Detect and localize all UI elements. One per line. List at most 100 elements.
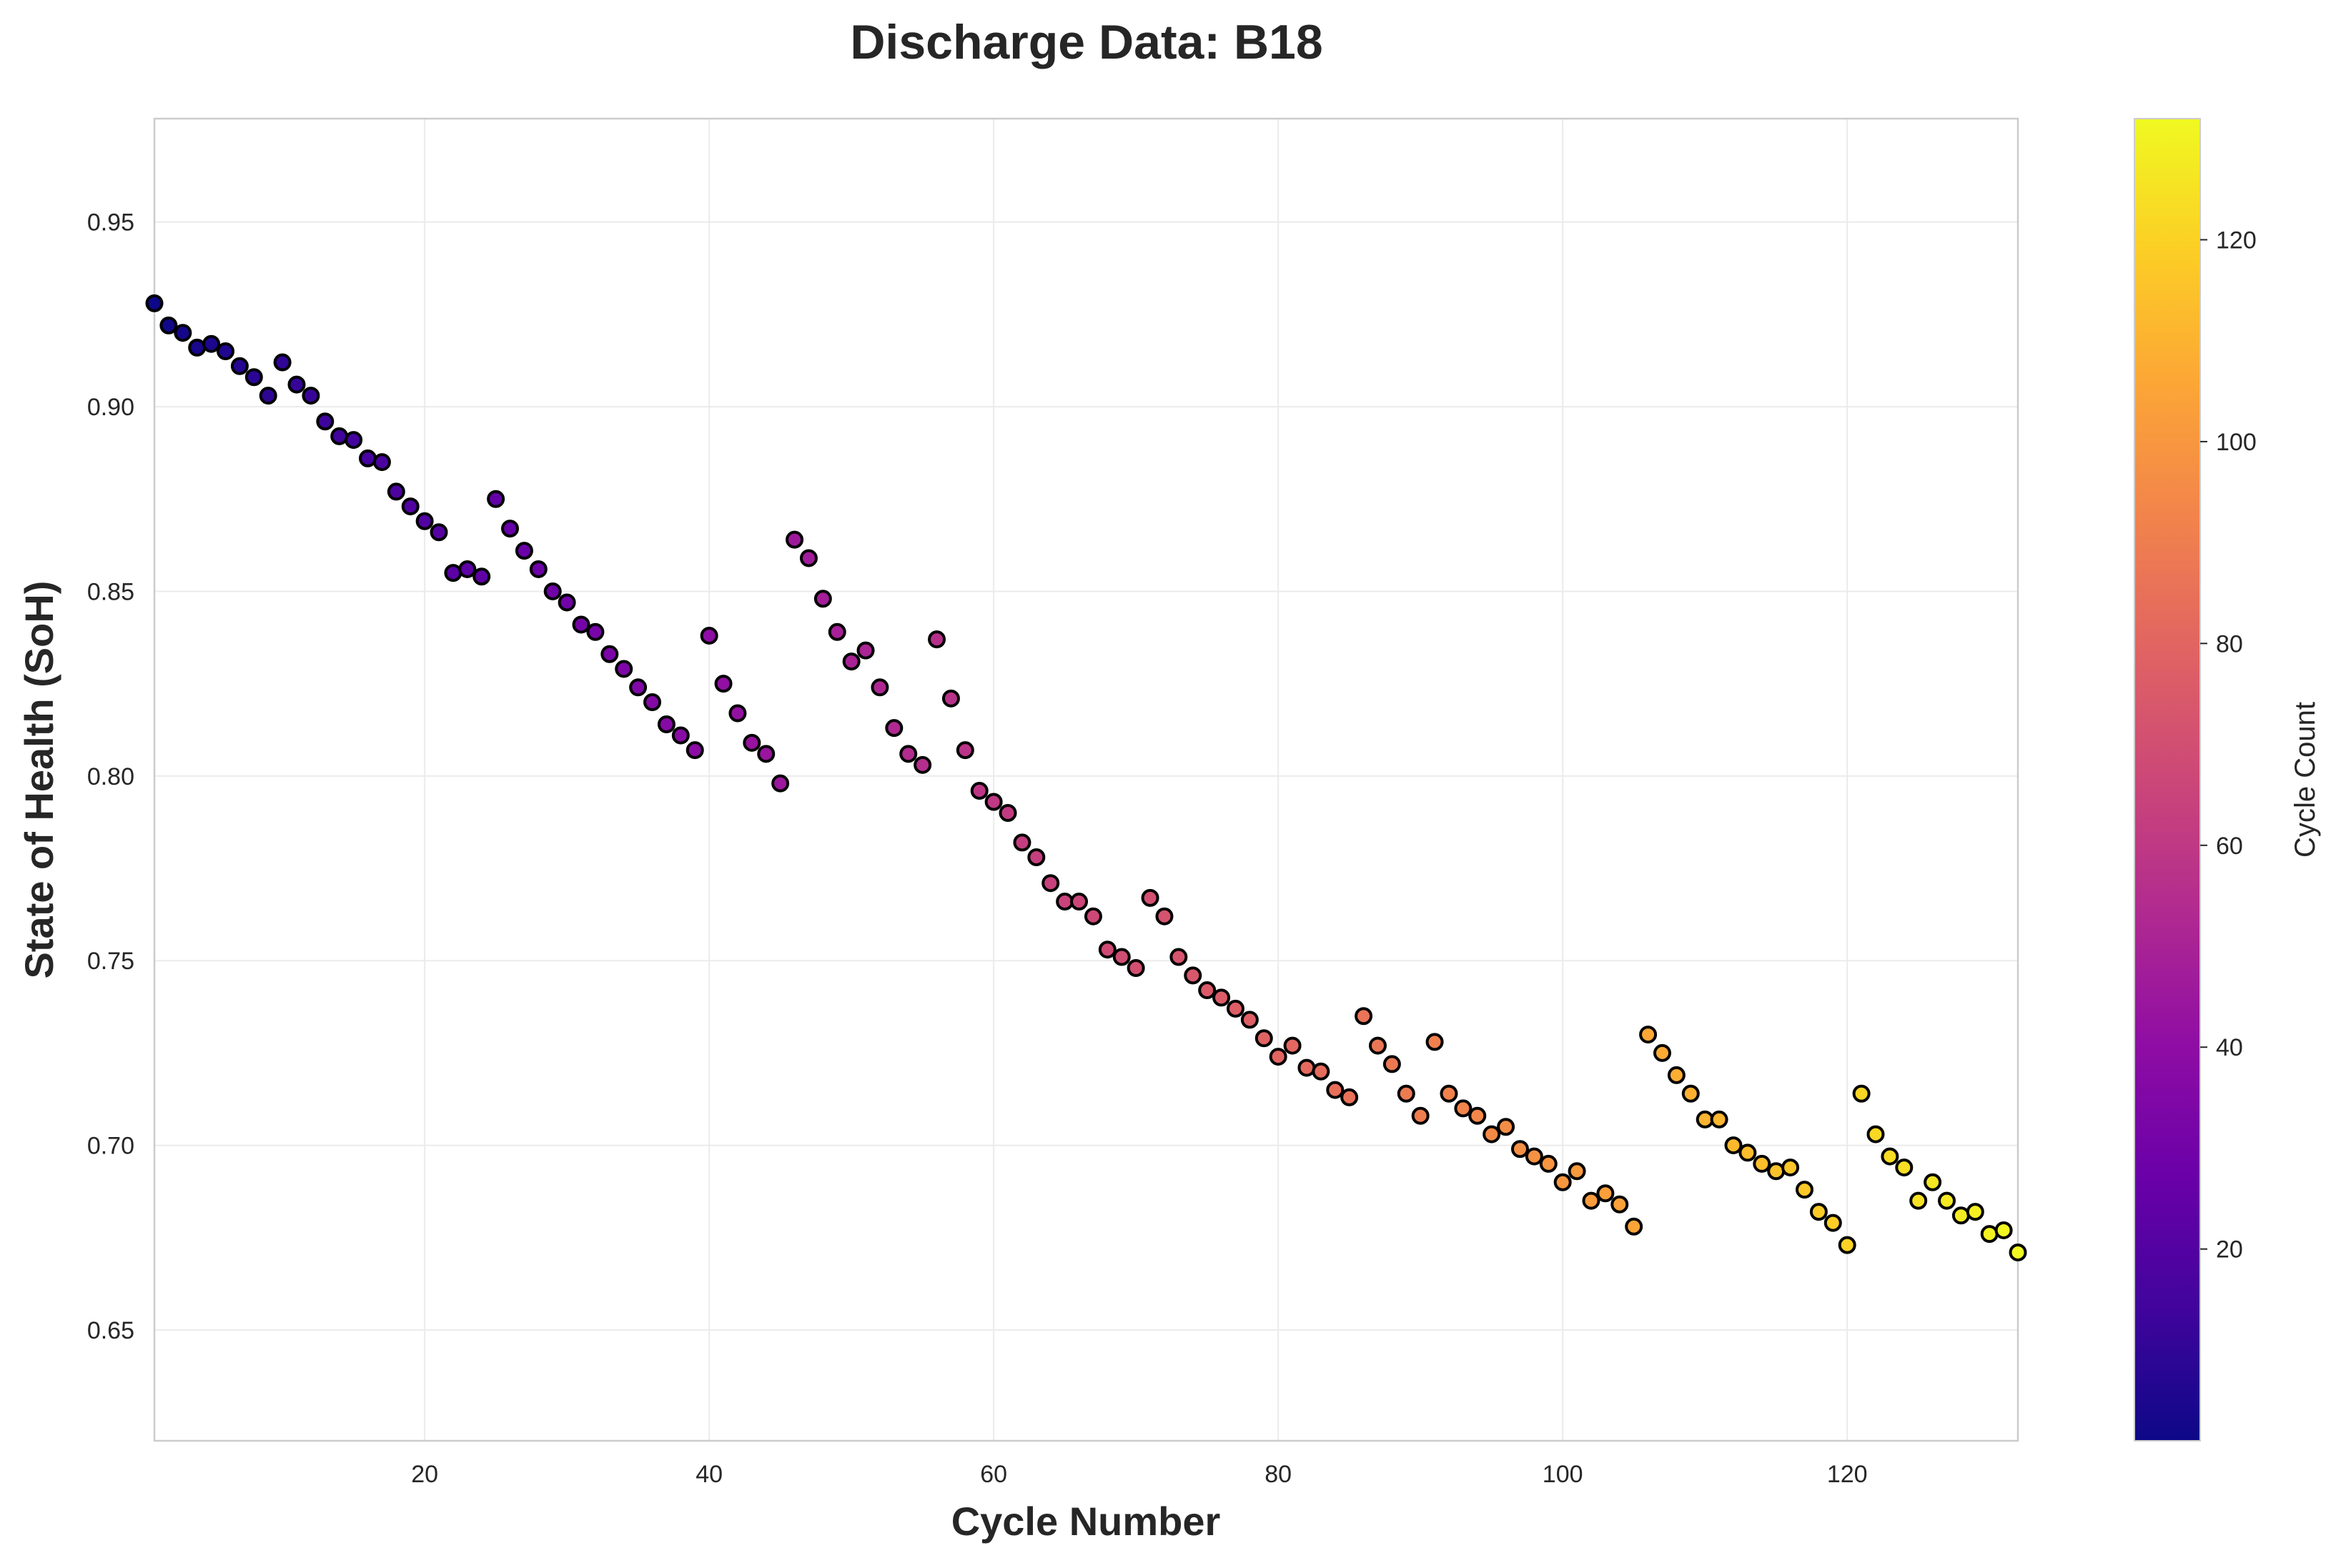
data-point	[1355, 1007, 1373, 1026]
y-tick-label: 0.80	[87, 763, 134, 790]
data-point	[287, 375, 306, 394]
data-point	[217, 342, 235, 361]
data-point	[1198, 981, 1217, 1000]
data-point	[928, 630, 946, 649]
data-point	[1184, 966, 1202, 985]
data-point	[472, 567, 491, 586]
data-point	[629, 678, 648, 697]
data-point	[345, 431, 363, 450]
data-point	[1368, 1036, 1387, 1055]
data-point	[1980, 1225, 1999, 1244]
data-point	[1141, 888, 1159, 907]
data-point	[871, 678, 889, 697]
data-point	[1297, 1058, 1316, 1077]
data-point	[1852, 1084, 1871, 1103]
data-point	[1909, 1191, 1928, 1210]
data-point	[1027, 848, 1046, 867]
data-point	[401, 497, 420, 516]
data-point	[1809, 1203, 1828, 1221]
data-point	[1795, 1181, 1813, 1199]
data-point	[501, 520, 520, 538]
data-point	[1568, 1162, 1586, 1181]
data-point	[1041, 874, 1060, 893]
data-point	[757, 745, 776, 763]
data-point	[686, 741, 704, 760]
data-point	[999, 804, 1017, 823]
data-point	[842, 652, 861, 671]
data-point	[1596, 1184, 1615, 1203]
y-tick-label: 0.75	[87, 948, 134, 975]
data-point	[1397, 1084, 1415, 1103]
data-point	[728, 704, 747, 723]
data-point	[1483, 1125, 1501, 1143]
data-point	[1510, 1140, 1529, 1158]
data-point	[244, 368, 263, 387]
grid	[154, 119, 2018, 1441]
data-point	[786, 530, 804, 549]
data-point	[671, 726, 690, 745]
colorbar-label: Cycle Count	[2290, 702, 2321, 858]
x-tick-label: 40	[696, 1461, 723, 1488]
data-point	[387, 482, 405, 501]
data-point	[914, 755, 932, 774]
data-point	[1254, 1029, 1273, 1048]
y-axis-label: State of Health (SoH)	[16, 581, 61, 979]
data-point	[273, 353, 292, 372]
colorbar-tick-label: 40	[2216, 1034, 2243, 1061]
data-point	[1525, 1147, 1543, 1166]
data-point	[316, 412, 335, 431]
data-point	[259, 387, 277, 405]
data-point	[828, 622, 846, 641]
data-point	[1098, 941, 1117, 959]
data-point	[586, 622, 605, 641]
data-point	[1283, 1036, 1302, 1055]
data-point	[1112, 948, 1131, 966]
x-tick-label: 60	[980, 1461, 1007, 1488]
data-point	[1497, 1118, 1515, 1136]
y-tick-label: 0.65	[87, 1317, 134, 1344]
data-point	[230, 357, 249, 375]
data-point	[1710, 1110, 1728, 1128]
data-point	[899, 745, 918, 763]
data-point	[615, 660, 633, 678]
data-point	[372, 453, 391, 472]
data-point	[1468, 1106, 1487, 1125]
data-point	[202, 334, 221, 353]
data-point	[1951, 1206, 1970, 1225]
data-point	[415, 512, 434, 530]
data-point	[458, 560, 477, 578]
data-point	[572, 615, 590, 634]
x-tick-label: 20	[411, 1461, 438, 1488]
data-point	[1169, 948, 1188, 966]
colorbar-tick-label: 20	[2216, 1236, 2243, 1264]
data-point	[359, 449, 377, 467]
colorbar-gradient	[2134, 118, 2201, 1442]
data-point	[302, 387, 320, 405]
data-point	[1610, 1195, 1629, 1214]
data-point	[799, 549, 818, 567]
data-point	[1084, 907, 1102, 926]
y-tick-label: 0.85	[87, 578, 134, 605]
x-tick-label: 120	[1827, 1461, 1868, 1488]
data-point	[1013, 833, 1031, 852]
data-point	[1326, 1081, 1345, 1099]
data-point	[1639, 1026, 1658, 1044]
plot-background	[154, 119, 2018, 1441]
data-point	[515, 542, 533, 560]
y-axis-ticks: 0.65 0.70 0.75 0.80 0.85 0.90 0.95	[87, 209, 134, 1344]
data-point	[1582, 1191, 1600, 1210]
x-axis-label: Cycle Number	[951, 1499, 1221, 1544]
scatter-points	[145, 294, 2027, 1261]
x-tick-label: 80	[1264, 1461, 1292, 1488]
data-point	[643, 693, 662, 711]
data-point	[941, 689, 960, 708]
data-point	[1539, 1154, 1558, 1173]
data-point	[1767, 1162, 1786, 1181]
data-point	[1226, 999, 1244, 1018]
colorbar-tick-label: 60	[2216, 833, 2243, 860]
colorbar: 20 40 60 80 100 120 Cycle Count	[2134, 118, 2321, 1442]
data-point	[856, 641, 875, 660]
data-point	[1425, 1033, 1444, 1051]
data-point	[885, 719, 904, 738]
data-point	[1866, 1125, 1885, 1143]
